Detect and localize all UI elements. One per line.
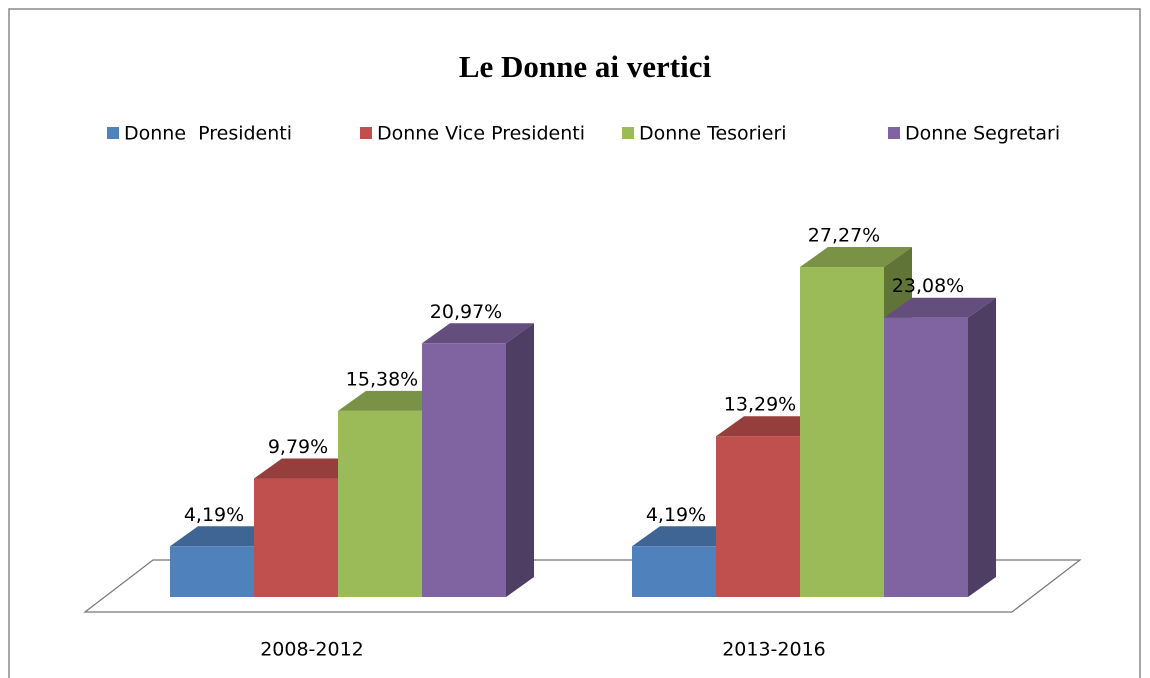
chart-title: Le Donne ai vertici bbox=[459, 49, 712, 84]
bar-side bbox=[506, 323, 534, 597]
bar bbox=[422, 343, 506, 597]
legend-label: Donne Presidenti bbox=[124, 123, 292, 145]
data-label: 4,19% bbox=[646, 504, 706, 526]
legend-swatch bbox=[107, 127, 119, 139]
bar bbox=[800, 267, 884, 597]
data-label: 27,27% bbox=[808, 225, 880, 247]
bar-side bbox=[968, 297, 996, 597]
bar bbox=[632, 546, 716, 597]
legend-label: Donne Vice Presidenti bbox=[377, 123, 585, 145]
data-label: 15,38% bbox=[346, 368, 418, 390]
data-label: 23,08% bbox=[892, 275, 964, 297]
bar-top bbox=[800, 247, 912, 268]
data-label: 9,79% bbox=[268, 436, 328, 458]
data-label: 13,29% bbox=[724, 394, 796, 416]
legend-label: Donne Tesorieri bbox=[639, 123, 787, 145]
bar bbox=[254, 478, 338, 597]
legend-swatch bbox=[888, 127, 900, 139]
legend-swatch bbox=[622, 127, 634, 139]
bar bbox=[170, 546, 254, 597]
x-tick-label: 2008-2012 bbox=[260, 639, 364, 661]
data-label: 20,97% bbox=[430, 301, 502, 323]
bar-top bbox=[422, 323, 534, 344]
bar-top bbox=[884, 297, 996, 318]
bar bbox=[884, 317, 968, 597]
x-tick-label: 2013-2016 bbox=[722, 639, 826, 661]
bar bbox=[716, 436, 800, 597]
legend-label: Donne Segretari bbox=[905, 123, 1060, 145]
bar bbox=[338, 410, 422, 597]
data-label: 4,19% bbox=[184, 504, 244, 526]
legend-swatch bbox=[360, 127, 372, 139]
